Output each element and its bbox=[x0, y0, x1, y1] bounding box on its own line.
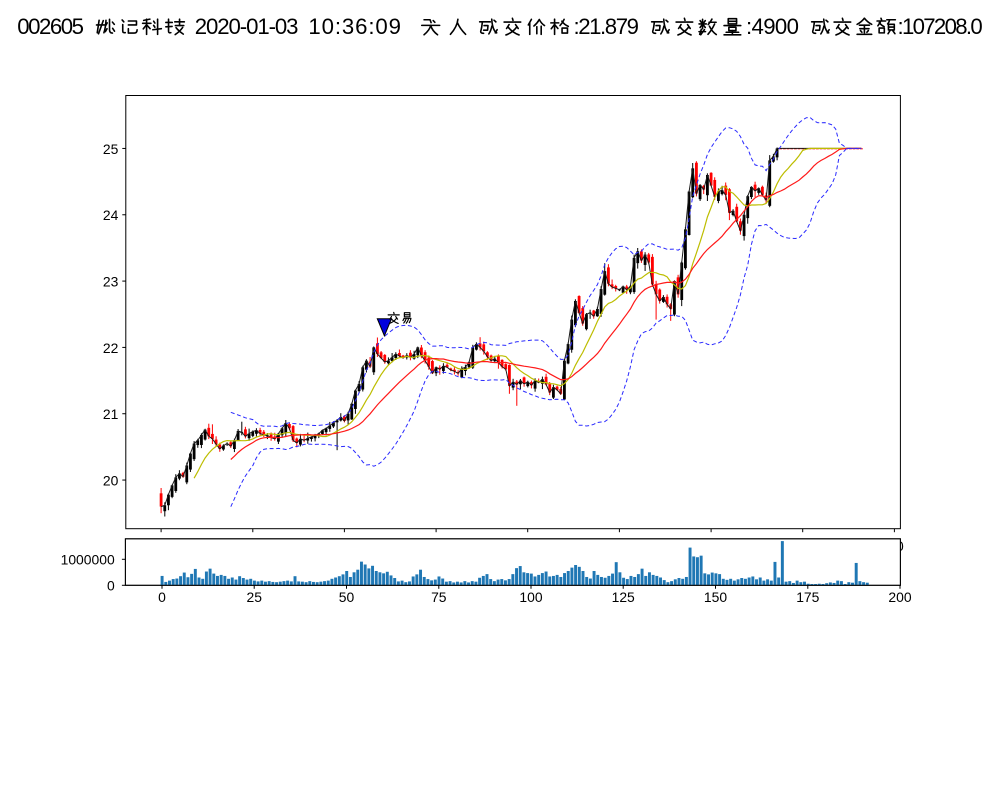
svg-text:1000000: 1000000 bbox=[61, 552, 115, 568]
svg-text:75: 75 bbox=[431, 589, 447, 605]
svg-text:002605: 002605 bbox=[17, 14, 83, 39]
svg-text:20: 20 bbox=[103, 472, 119, 488]
svg-text:150: 150 bbox=[704, 589, 727, 605]
svg-text:25: 25 bbox=[103, 141, 119, 157]
svg-text::21.879: :21.879 bbox=[574, 14, 639, 39]
svg-text:125: 125 bbox=[612, 589, 635, 605]
svg-text:2020-01-03: 2020-01-03 bbox=[195, 14, 298, 39]
svg-text:0: 0 bbox=[107, 578, 115, 594]
svg-text:10:36:09: 10:36:09 bbox=[308, 14, 402, 39]
svg-text:25: 25 bbox=[246, 589, 262, 605]
svg-text:22: 22 bbox=[103, 340, 119, 356]
svg-text:100: 100 bbox=[519, 589, 542, 605]
svg-text::4900: :4900 bbox=[746, 14, 799, 39]
svg-text:0: 0 bbox=[158, 589, 166, 605]
svg-text:175: 175 bbox=[796, 589, 819, 605]
svg-text:21: 21 bbox=[103, 406, 119, 422]
svg-text::107208.0: :107208.0 bbox=[898, 14, 983, 39]
svg-text:24: 24 bbox=[103, 207, 119, 223]
svg-text:50: 50 bbox=[339, 589, 355, 605]
svg-text:200: 200 bbox=[888, 589, 911, 605]
svg-text:23: 23 bbox=[103, 274, 119, 290]
